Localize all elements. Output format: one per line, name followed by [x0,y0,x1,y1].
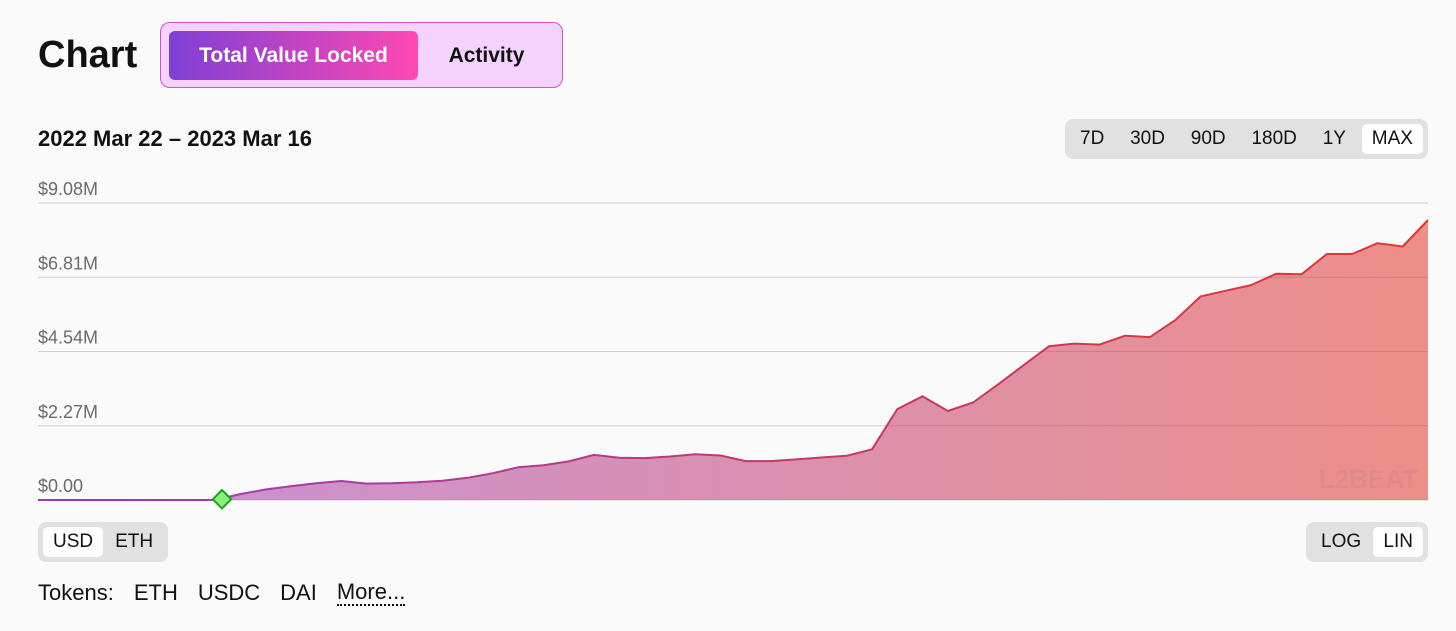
range-button[interactable]: MAX [1361,124,1423,154]
area [38,220,1428,500]
tab[interactable]: Activity [448,44,525,67]
tab[interactable]: Total Value Locked [169,31,418,80]
unit-group: USD ETH [38,522,169,562]
range-button[interactable]: 1Y [1322,128,1346,149]
y-tick-label: $2.27M [38,402,98,422]
y-tick-label: $9.08M [38,179,98,199]
scale-group: LOG LIN [1306,522,1428,562]
scale-button[interactable]: LOG [1321,531,1362,552]
more-link[interactable]: More... [336,579,406,606]
range-group: 7D 30D 90D 180D 1Y MAX [1065,119,1428,159]
token[interactable]: USDC [197,580,261,605]
y-tick-label: $0.00 [38,476,83,496]
y-tick-label: $4.54M [38,328,98,348]
date-range: 2022 Mar 22 – 2023 Mar 16 [38,126,312,151]
range-button[interactable]: 180D [1251,128,1297,149]
scale-button[interactable]: LIN [1373,527,1423,557]
watermark: L2BEAT [1319,464,1418,494]
token[interactable]: ETH [133,580,178,605]
line [38,219,1429,501]
range-button[interactable]: 30D [1130,128,1165,149]
tokens: Tokens: ETH USDC DAI More... [38,580,425,606]
range-button[interactable]: 7D [1080,128,1105,149]
page-title: Chart [38,34,138,76]
tab-group: Total Value Locked Activity [160,22,563,88]
y-tick-label: $6.81M [38,253,98,273]
unit-button[interactable]: USD [43,527,104,557]
token[interactable]: DAI [280,580,317,605]
range-button[interactable]: 90D [1190,128,1226,149]
tokens-label: Tokens: [38,580,114,605]
unit-button[interactable]: ETH [115,531,154,552]
start-marker [211,488,233,510]
